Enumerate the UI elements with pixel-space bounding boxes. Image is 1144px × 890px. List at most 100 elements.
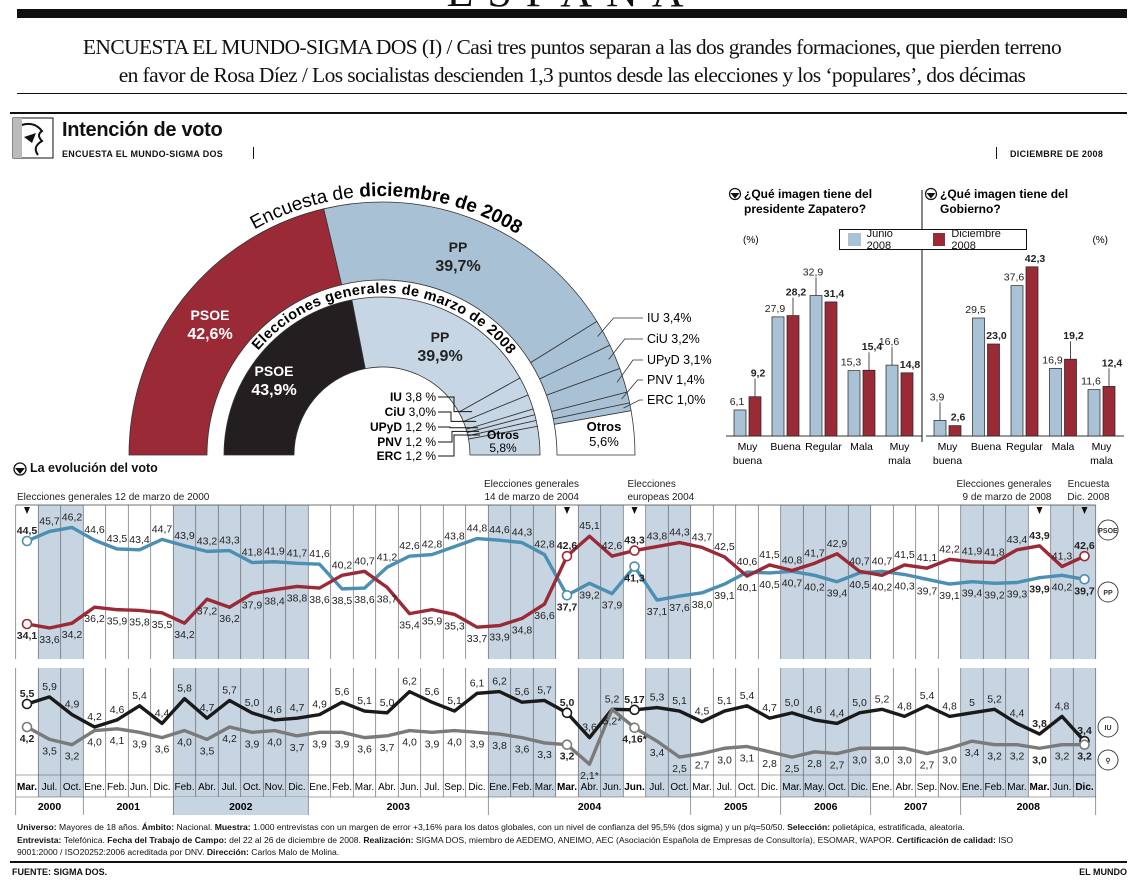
data-label: 2,5: [785, 763, 800, 775]
year-label: 2001: [117, 801, 141, 813]
data-label: 3,5: [42, 745, 57, 757]
event-marker-icon: [631, 507, 638, 514]
data-label: 43,4: [1007, 534, 1028, 546]
period-shade: [600, 505, 624, 659]
data-label: 39,2: [579, 589, 600, 601]
month-label: Mar.: [17, 782, 37, 793]
series-line-party: [26, 707, 1085, 766]
data-label: 43,8: [444, 531, 465, 543]
bar-value-label: 9,2: [751, 368, 766, 380]
data-label: 46,2: [62, 511, 83, 523]
year-label: 2006: [814, 801, 838, 813]
data-label: 40,3: [894, 581, 915, 593]
period-shade: [578, 668, 601, 797]
category-label: buena: [733, 455, 762, 467]
pie-mar2008-otros-label: Otros: [487, 428, 519, 442]
data-label: 42,2: [939, 543, 960, 555]
data-label: 43,8: [647, 531, 668, 543]
circle-down-icon-arrow: [926, 193, 936, 199]
iu-logo-icon-mark: IU: [1105, 725, 1112, 732]
data-label: 4,7: [762, 702, 777, 714]
pie-dic2008-psoe-value: 42,6%: [187, 326, 232, 343]
pie-dic2008-ciu-label: CiU 3,2%: [647, 332, 700, 346]
period-shade: [1050, 668, 1074, 797]
data-label: 3,4: [650, 747, 665, 759]
leader-line: [438, 426, 479, 429]
data-label: 41,1: [917, 552, 938, 564]
data-label: 4,9: [312, 699, 327, 711]
data-label: 5,17: [624, 694, 645, 706]
month-label: Ene.: [309, 782, 330, 793]
data-label: 37,1: [647, 606, 668, 618]
event-label: 9 de marzo de 2008: [963, 492, 1052, 503]
leader-line: [623, 399, 643, 409]
bar-value-label: 11,6: [1081, 376, 1101, 388]
data-label: 34,1: [17, 630, 38, 642]
bar-value-label: 19,2: [1063, 330, 1084, 342]
data-label: 3,8: [1032, 718, 1047, 730]
data-label: 5,2: [987, 693, 1002, 705]
period-shade: [218, 505, 241, 659]
period-shade: [218, 668, 241, 797]
footnote-field-value: Nacional.: [176, 822, 215, 832]
data-label: 4,6: [267, 704, 282, 716]
data-label: 35,8: [129, 616, 150, 628]
psoe-logo-icon-mark: PSOE: [1098, 528, 1118, 535]
footnote-field-label: Muestra:: [214, 822, 253, 832]
pie-dic2008-psoe-label: PSOE: [191, 307, 230, 323]
data-label: 40,7: [849, 555, 870, 567]
circle-down-icon-arrow: [730, 193, 740, 199]
data-label: 39,4: [962, 588, 983, 600]
year-label: 2005: [724, 801, 748, 813]
event-label: Encuesta: [1068, 479, 1110, 490]
period-shade: [780, 668, 804, 797]
month-label: Oct.: [63, 782, 81, 793]
pie-mar2008-pp-value: 39,9%: [417, 348, 462, 365]
month-label: Mar.: [535, 782, 554, 793]
party-logo-icon-mark: ⚲: [1105, 757, 1110, 765]
period-shade: [240, 505, 264, 659]
data-label: 3,2: [987, 751, 1002, 763]
data-label: 38,5: [332, 595, 353, 607]
data-label: 4,2: [87, 711, 102, 723]
data-label: 6,2: [492, 676, 507, 688]
data-label: 4,5: [695, 706, 710, 718]
pie-mar2008-upyd-label: UPyD 1,2 %: [370, 420, 436, 434]
bar-value-label: 23,0: [986, 330, 1007, 342]
month-label: Jul.: [424, 782, 440, 793]
period-shade: [803, 505, 826, 659]
pie-dic2008-otros-value: 5,6%: [589, 434, 619, 449]
month-label: Sep.: [917, 782, 938, 793]
bar-gobierno-mala-junio: [1049, 368, 1062, 437]
data-label: 44,3: [669, 527, 690, 539]
bar-value-label: 16,9: [1042, 354, 1063, 366]
data-point-marker: [561, 707, 573, 719]
data-label: 41,7: [804, 547, 825, 559]
pie-slice-mar2008-otros: [468, 425, 541, 456]
month-label: Jun.: [603, 782, 622, 793]
data-label: 3,8: [492, 740, 507, 752]
pie-mar2008-erc-label: ERC 1,2 %: [377, 449, 437, 463]
month-label: Abr.: [378, 782, 396, 793]
footnote-field-label: Dirección:: [206, 847, 252, 857]
data-label: 2,7: [920, 760, 935, 772]
data-point-marker: [1079, 739, 1090, 751]
data-label: 4,9: [65, 699, 80, 711]
month-label: Nov.: [940, 782, 960, 793]
series-line-psoe: [26, 534, 1086, 630]
bar-value-label: 29,5: [965, 304, 986, 316]
bar-value-label: 42,3: [1025, 253, 1046, 265]
data-label: 2,8: [807, 758, 822, 770]
data-label: 45,7: [39, 515, 60, 527]
data-label: 42,6: [602, 540, 623, 552]
year-shade: [173, 797, 309, 815]
bar-gobierno-regular-junio: [1010, 285, 1024, 437]
bar-gobierno-muy-mala-diciembre: [1102, 386, 1116, 437]
footnote-field-value: polietápica, estratificada, aleatoria.: [832, 822, 965, 832]
data-label: 40,7: [354, 555, 375, 567]
event-label: 14 de marzo de 2004: [484, 492, 579, 503]
legend-label-diciembre: Diciembre 2008: [951, 227, 1001, 252]
event-label: Dic. 2008: [1067, 492, 1110, 503]
